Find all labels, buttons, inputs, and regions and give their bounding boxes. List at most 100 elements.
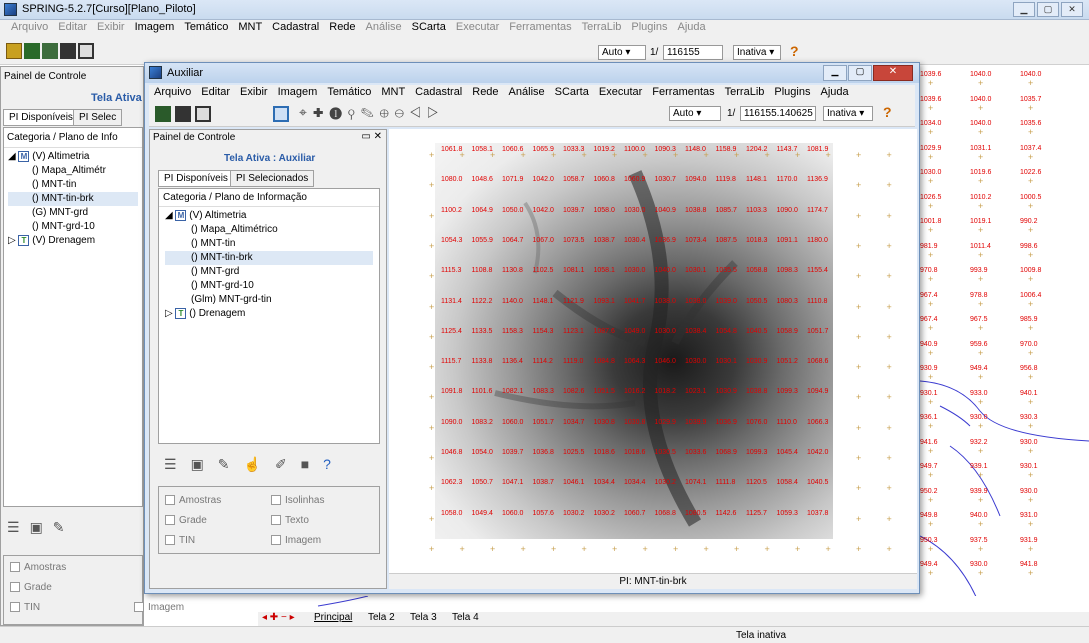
aux-minimize-button[interactable]: ▁ xyxy=(823,65,847,81)
grid-view-icon[interactable] xyxy=(24,43,40,59)
menu-mnt[interactable]: MNT xyxy=(381,86,406,98)
list-icon[interactable]: ☰ xyxy=(7,519,30,535)
minimize-button[interactable]: ▁ xyxy=(1013,2,1035,17)
tree-item[interactable]: (G) MNT-grd xyxy=(32,207,89,218)
aux-tree-item-altimetria[interactable]: ◢ M (V) Altimetria xyxy=(165,209,247,221)
tree-item-drenagem[interactable]: ▷ T (V) Drenagem xyxy=(8,234,96,246)
tab-tela-2[interactable]: Tela 2 xyxy=(368,612,395,623)
tab-tela-3[interactable]: Tela 3 xyxy=(410,612,437,623)
amostras-checkbox[interactable] xyxy=(10,562,20,573)
tin-checkbox[interactable] xyxy=(10,602,20,613)
menu-executar[interactable]: Executar xyxy=(455,21,500,33)
menu-terralib[interactable]: TerraLib xyxy=(581,21,622,33)
zoom-mode-select[interactable]: Auto ▾ xyxy=(598,45,646,60)
aux-help-icon[interactable]: ? xyxy=(883,104,892,120)
menu-terralib[interactable]: TerraLib xyxy=(724,86,765,98)
aux-tab-pi-disponiveis[interactable]: PI Disponíveis xyxy=(158,170,234,187)
aux-map-canvas[interactable]: 1061.8 1058.1 1060.6 1065.9 1033.3 1019.2 1100… xyxy=(389,129,917,573)
menu-ferramentas[interactable]: Ferramentas xyxy=(509,21,572,33)
menu-cadastral[interactable]: Cadastral xyxy=(415,86,463,98)
aux-tree-item[interactable]: () MNT-grd xyxy=(191,266,240,277)
brush-icon[interactable]: ✎ xyxy=(52,519,75,535)
hand-icon[interactable]: ☝ xyxy=(243,456,275,472)
menu-exibir[interactable]: Exibir xyxy=(240,86,268,98)
aux-tree-item[interactable]: (Glm) MNT-grd-tin xyxy=(191,294,272,305)
menu-arquivo[interactable]: Arquivo xyxy=(154,86,192,98)
tab-pi-disponiveis[interactable]: PI Disponíveis xyxy=(3,109,79,126)
aux-zoom-mode-select[interactable]: Auto ▾ xyxy=(669,106,721,121)
tab-pi-selec[interactable]: PI Selec xyxy=(73,109,123,126)
grade-checkbox[interactable] xyxy=(165,515,175,526)
menu-ajuda[interactable]: Ajuda xyxy=(677,21,706,33)
list-icon[interactable]: ☰ xyxy=(164,456,191,472)
menu-ferramentas[interactable]: Ferramentas xyxy=(652,86,715,98)
help-icon[interactable]: ? xyxy=(323,456,345,472)
menu-scarta[interactable]: SCarta xyxy=(554,86,589,98)
menu-scarta[interactable]: SCarta xyxy=(411,21,446,33)
tree-item[interactable]: () MNT-grd-10 xyxy=(32,221,95,232)
menu-imagem[interactable]: Imagem xyxy=(277,86,318,98)
tree-item-selected[interactable]: () MNT-tin-brk xyxy=(8,192,138,206)
screen-nav-icon[interactable]: ◂ ✚ − ▸ xyxy=(262,612,295,623)
tree-item[interactable]: () Mapa_Altimétr xyxy=(32,165,106,176)
state-select[interactable]: Inativa ▾ xyxy=(733,45,781,60)
brush-icon[interactable]: ✎ xyxy=(217,456,244,472)
aux-draw-icon[interactable] xyxy=(195,106,211,122)
aux-tree-item-selected[interactable]: () MNT-tin-brk xyxy=(165,251,373,265)
preview-icon[interactable]: ▣ xyxy=(29,519,53,535)
menu-analise[interactable]: Análise xyxy=(365,21,402,33)
menu-tematico[interactable]: Temático xyxy=(327,86,372,98)
tin-checkbox[interactable] xyxy=(165,535,175,546)
table-icon[interactable] xyxy=(60,43,76,59)
aux-tree-item-drenagem[interactable]: ▷ T () Drenagem xyxy=(165,307,246,319)
close-button[interactable]: ✕ xyxy=(1061,2,1083,17)
menu-rede[interactable]: Rede xyxy=(472,86,499,98)
menu-editar[interactable]: Editar xyxy=(201,86,231,98)
menu-editar[interactable]: Editar xyxy=(58,21,88,33)
isolinhas-checkbox[interactable] xyxy=(271,495,281,506)
aux-close-button[interactable]: ✕ xyxy=(873,65,913,81)
menu-cadastral[interactable]: Cadastral xyxy=(272,21,320,33)
open-project-icon[interactable] xyxy=(6,43,22,59)
menu-imagem[interactable]: Imagem xyxy=(134,21,175,33)
menu-plugins[interactable]: Plugins xyxy=(631,21,668,33)
panel-dock-close-icon[interactable]: ▭ ✕ xyxy=(361,131,382,142)
aux-tab-pi-selecionados[interactable]: PI Selecionados xyxy=(230,170,315,187)
imagem-checkbox[interactable] xyxy=(271,535,281,546)
grade-checkbox[interactable] xyxy=(10,582,20,593)
menu-rede[interactable]: Rede xyxy=(329,21,356,33)
maximize-button[interactable]: ▢ xyxy=(1037,2,1059,17)
preview-icon[interactable]: ▣ xyxy=(190,456,218,472)
amostras-checkbox[interactable] xyxy=(165,495,175,506)
aux-state-select[interactable]: Inativa ▾ xyxy=(823,106,873,121)
texto-checkbox[interactable] xyxy=(271,515,281,526)
menu-plugins[interactable]: Plugins xyxy=(774,86,811,98)
menu-ajuda[interactable]: Ajuda xyxy=(820,86,849,98)
tab-tela-4[interactable]: Tela 4 xyxy=(452,612,479,623)
aux-table-icon[interactable] xyxy=(175,106,191,122)
aux-pointer-icon[interactable] xyxy=(273,106,289,122)
pencil-icon[interactable]: ✐ xyxy=(274,456,301,472)
main-map-canvas[interactable]: 1039.6 +1040.0 +1040.0 +1039.6 +1040.0 +1035.… xyxy=(919,66,1089,607)
aux-tool-icons[interactable]: ⌖✚❶⚲✎⊕⊖◁▷ xyxy=(299,104,445,120)
help-icon[interactable]: ? xyxy=(790,43,799,59)
draw-icon[interactable] xyxy=(78,43,94,59)
aux-database-icon[interactable] xyxy=(155,106,171,122)
tree-item[interactable]: () MNT-tin xyxy=(32,179,77,190)
color-icon[interactable]: ■ xyxy=(300,456,324,472)
menu-tematico[interactable]: Temático xyxy=(184,21,229,33)
tab-principal[interactable]: Principal xyxy=(314,612,353,623)
imagem-checkbox[interactable] xyxy=(134,602,144,613)
aux-tree-item[interactable]: () Mapa_Altimétrico xyxy=(191,224,278,235)
tree-item-altimetria[interactable]: ◢ M (V) Altimetria xyxy=(8,150,90,162)
menu-arquivo[interactable]: Arquivo xyxy=(11,21,49,33)
aux-tree-item[interactable]: () MNT-grd-10 xyxy=(191,280,254,291)
database-icon[interactable] xyxy=(42,43,58,59)
menu-mnt[interactable]: MNT xyxy=(238,21,263,33)
aux-maximize-button[interactable]: ▢ xyxy=(848,65,872,81)
aux-scale-input[interactable]: 116155.140625 xyxy=(740,106,816,121)
scale-input[interactable]: 116155 xyxy=(663,45,723,60)
aux-tree-item[interactable]: () MNT-tin xyxy=(191,238,236,249)
menu-analise[interactable]: Análise xyxy=(508,86,545,98)
menu-executar[interactable]: Executar xyxy=(598,86,643,98)
